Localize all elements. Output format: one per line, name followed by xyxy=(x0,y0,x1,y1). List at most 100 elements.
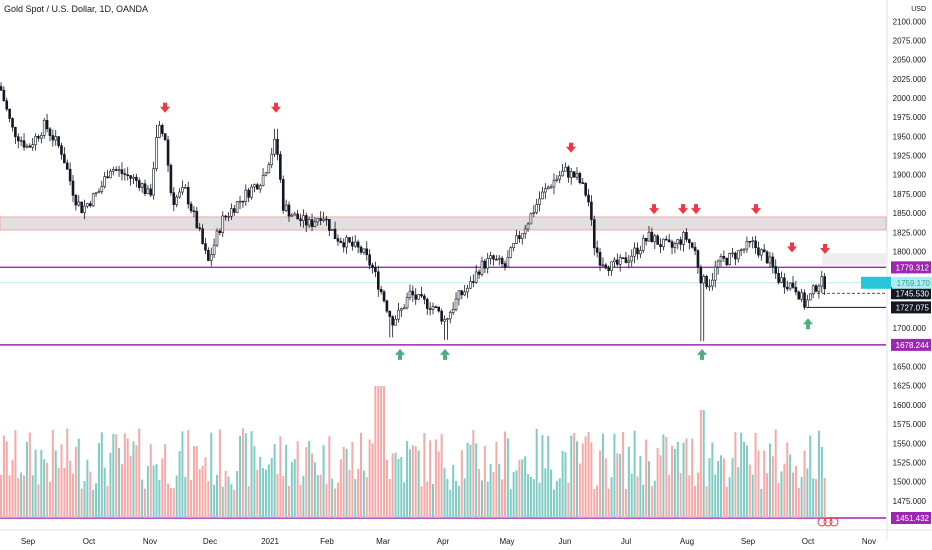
volume-bar xyxy=(696,472,699,518)
candle-body xyxy=(633,247,636,257)
volume-bar xyxy=(725,486,728,518)
volume-bar xyxy=(541,435,544,518)
candle-body xyxy=(178,191,181,198)
volume-bar xyxy=(529,476,532,518)
event-circle-icon xyxy=(829,517,839,527)
volume-bar xyxy=(144,488,146,518)
candle-body xyxy=(244,189,248,202)
volume-bar xyxy=(46,462,49,518)
candle-body xyxy=(771,256,775,267)
volume-bar xyxy=(250,431,253,518)
candle-body xyxy=(549,186,553,189)
price-tags: 1779.312 1678.244 1745.530 1727.075 1759.170… xyxy=(817,261,932,527)
price-tag-box xyxy=(891,287,931,300)
volume-bar xyxy=(360,432,362,518)
candle-body xyxy=(437,306,441,312)
volume-bar xyxy=(466,442,469,518)
volume-bar xyxy=(463,478,466,518)
volume-bar xyxy=(426,481,429,518)
candle-body xyxy=(708,285,711,288)
candle-body xyxy=(641,237,645,251)
candle-body xyxy=(385,300,389,312)
volume-bar xyxy=(126,438,129,518)
candle-body xyxy=(676,239,680,244)
volume-bar xyxy=(365,477,368,518)
candle-body xyxy=(16,136,20,142)
volume-bar xyxy=(722,458,725,518)
volume-bar xyxy=(152,465,155,518)
volume-bar xyxy=(535,428,538,518)
volume-bar xyxy=(123,433,126,518)
volume-bar xyxy=(688,475,691,518)
volume-bar xyxy=(460,450,463,518)
volume-tag-label: 1451.432 xyxy=(896,514,930,523)
candle-body xyxy=(823,276,826,289)
candle-body xyxy=(613,259,616,263)
candle-body xyxy=(40,135,43,139)
candle-body xyxy=(688,239,691,244)
volume-bar xyxy=(296,441,299,518)
volume-bar xyxy=(561,451,564,518)
candle-body xyxy=(731,252,734,255)
volume-bar xyxy=(613,433,616,518)
price-tick-label: 1550.000 xyxy=(893,439,927,448)
candle-body xyxy=(506,257,510,268)
candle-body xyxy=(512,243,515,249)
price-tag-label: 1678.244 xyxy=(896,341,930,350)
candle-body xyxy=(238,200,242,203)
candle-body xyxy=(483,260,487,269)
volume-bar xyxy=(817,430,820,518)
candle-body xyxy=(673,243,677,248)
volume-bar xyxy=(794,465,797,518)
volume-bar xyxy=(285,444,288,518)
volume-bar xyxy=(504,431,506,518)
volume-bar xyxy=(705,486,708,518)
volume-bar xyxy=(288,485,290,518)
volume-bar xyxy=(590,442,593,518)
candle-body xyxy=(302,215,305,221)
volume-bar xyxy=(302,475,305,518)
candle-body xyxy=(227,215,230,218)
candle-body xyxy=(391,316,394,326)
volume-bar xyxy=(452,464,455,518)
candle-body xyxy=(791,282,795,288)
volume-bar xyxy=(432,484,434,518)
price-tag-label: 1745.530 xyxy=(896,289,930,298)
volume-bar xyxy=(256,469,259,518)
volume-bar xyxy=(400,457,403,518)
volume-bar xyxy=(259,456,262,518)
volume-bar xyxy=(564,452,567,518)
candle-body xyxy=(198,227,202,230)
volume-bar xyxy=(267,464,270,518)
volume-bar xyxy=(155,464,158,518)
candle-body xyxy=(460,290,464,296)
candle-body xyxy=(541,191,544,200)
volume-bar xyxy=(567,482,570,518)
candle-body xyxy=(290,214,294,217)
volume-bar xyxy=(31,475,34,518)
candle-body xyxy=(659,244,662,248)
time-axis-label: 2021 xyxy=(261,537,279,546)
buy-arrow-icon xyxy=(803,318,813,330)
time-axis-label: Nov xyxy=(862,537,876,546)
candle-body xyxy=(561,170,564,177)
volume-bar xyxy=(241,428,244,518)
time-axis-label: Nov xyxy=(143,537,157,546)
volume-bar xyxy=(607,488,610,518)
candle-body xyxy=(820,276,824,287)
candle-body xyxy=(186,187,190,205)
candle-body xyxy=(480,260,484,275)
candle-body xyxy=(22,140,26,148)
price-tick-label: 1875.000 xyxy=(893,190,927,199)
candle-body xyxy=(604,264,608,269)
volume-bar xyxy=(622,431,625,518)
volume-bar xyxy=(233,489,236,518)
volume-bar xyxy=(354,479,357,518)
candle-body xyxy=(486,258,490,269)
price-tick-label: 1950.000 xyxy=(893,132,927,141)
volume-bar xyxy=(60,444,63,518)
candle-body xyxy=(788,282,792,290)
time-axis[interactable]: Sep Oct Nov Dec 2021 Feb Mar Apr May Jun Jul Aug Sep… xyxy=(0,529,932,546)
volume-bar xyxy=(164,444,167,518)
